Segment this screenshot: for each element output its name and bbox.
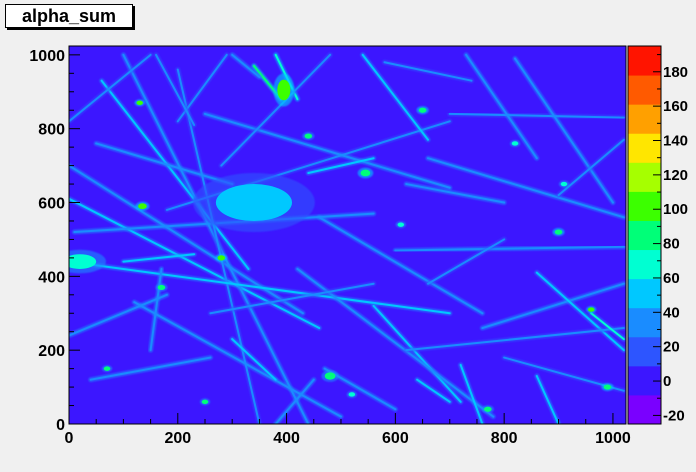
palette-band (628, 278, 661, 309)
palette-band (628, 249, 661, 280)
track (372, 304, 462, 403)
z-tick-label: 140 (663, 133, 688, 150)
palette-band (628, 162, 661, 192)
palette-frame (627, 45, 662, 425)
z-tick-label: 160 (663, 98, 688, 115)
blob (360, 169, 371, 177)
track (590, 312, 625, 341)
blob (484, 406, 492, 412)
z-tick-label: 120 (663, 167, 688, 184)
x-tick-label: 0 (65, 430, 74, 447)
track (149, 267, 163, 352)
track (416, 378, 451, 403)
blob (511, 141, 519, 146)
track (69, 260, 451, 315)
heatmap-cells (69, 52, 626, 424)
track (535, 271, 625, 352)
blob (397, 222, 405, 227)
track (122, 253, 196, 263)
z-tick-label: 60 (663, 270, 680, 287)
y-tick-label: 400 (38, 269, 65, 286)
track (448, 112, 625, 119)
track (203, 112, 451, 189)
track (307, 157, 375, 174)
track (220, 53, 332, 167)
z-tick-label: 180 (663, 64, 688, 81)
x-tick-label: 400 (273, 430, 300, 447)
track (465, 53, 538, 160)
y-tick-label: 600 (38, 196, 65, 213)
track (405, 327, 625, 352)
z-tick-label: 0 (663, 373, 671, 390)
blob (215, 184, 293, 221)
track (133, 301, 342, 418)
track (318, 216, 484, 315)
palette-band (628, 46, 661, 76)
blob (324, 372, 336, 380)
palette-band (628, 336, 661, 367)
track (209, 282, 375, 315)
track (69, 53, 152, 123)
blob (587, 307, 595, 312)
blob (554, 229, 563, 235)
track (427, 157, 625, 219)
track (361, 53, 430, 141)
track (557, 138, 625, 197)
histogram-title[interactable]: alpha_sum (5, 4, 133, 28)
z-tick-label: 80 (663, 236, 680, 253)
blob (348, 392, 356, 397)
z-tick-label: 20 (663, 339, 680, 356)
blob (560, 181, 568, 187)
y-tick-label: 200 (38, 343, 65, 360)
palette-band (628, 104, 661, 134)
track (394, 245, 625, 252)
x-tick-label: 800 (491, 430, 518, 447)
blob (157, 284, 166, 291)
blob (418, 107, 427, 113)
track (274, 378, 315, 424)
track (405, 183, 506, 204)
palette-band (628, 133, 661, 163)
blob (69, 254, 97, 269)
track (95, 142, 234, 186)
y-tick-label: 800 (38, 122, 65, 139)
y-tick-label: 0 (56, 417, 65, 434)
blob (304, 133, 313, 139)
track (514, 57, 614, 204)
blob (217, 255, 226, 261)
z-tick-label: -20 (663, 407, 685, 424)
blob (138, 203, 147, 210)
blob (603, 384, 612, 390)
track (459, 363, 484, 424)
track (155, 53, 196, 126)
palette-band (628, 75, 661, 105)
track (69, 197, 321, 330)
palette-band (628, 220, 661, 251)
axes: 0 200 400 600 800 1000 0 200 400 600 800 1000 (29, 48, 630, 447)
track (535, 375, 560, 424)
track (427, 238, 506, 285)
track (69, 293, 168, 337)
x-tick-label: 1000 (595, 430, 631, 447)
track (100, 79, 250, 270)
palette-band (628, 394, 661, 425)
y-tick-label: 1000 (29, 48, 65, 65)
track (231, 338, 277, 381)
track (383, 61, 473, 82)
palette-band (628, 191, 661, 221)
track (89, 356, 212, 381)
x-tick-label: 600 (382, 430, 409, 447)
blob (277, 79, 291, 101)
color-palette[interactable]: -20 0 20 40 60 80 100 120 140 160 180 (627, 45, 688, 425)
track (231, 53, 261, 79)
x-tick-label: 200 (164, 430, 191, 447)
blob (201, 399, 209, 405)
z-tick-label: 40 (663, 304, 680, 321)
blob (136, 100, 143, 106)
plot-frame (68, 45, 627, 425)
z-tick-label: 100 (663, 201, 688, 218)
track (481, 282, 625, 330)
blob (103, 366, 111, 371)
